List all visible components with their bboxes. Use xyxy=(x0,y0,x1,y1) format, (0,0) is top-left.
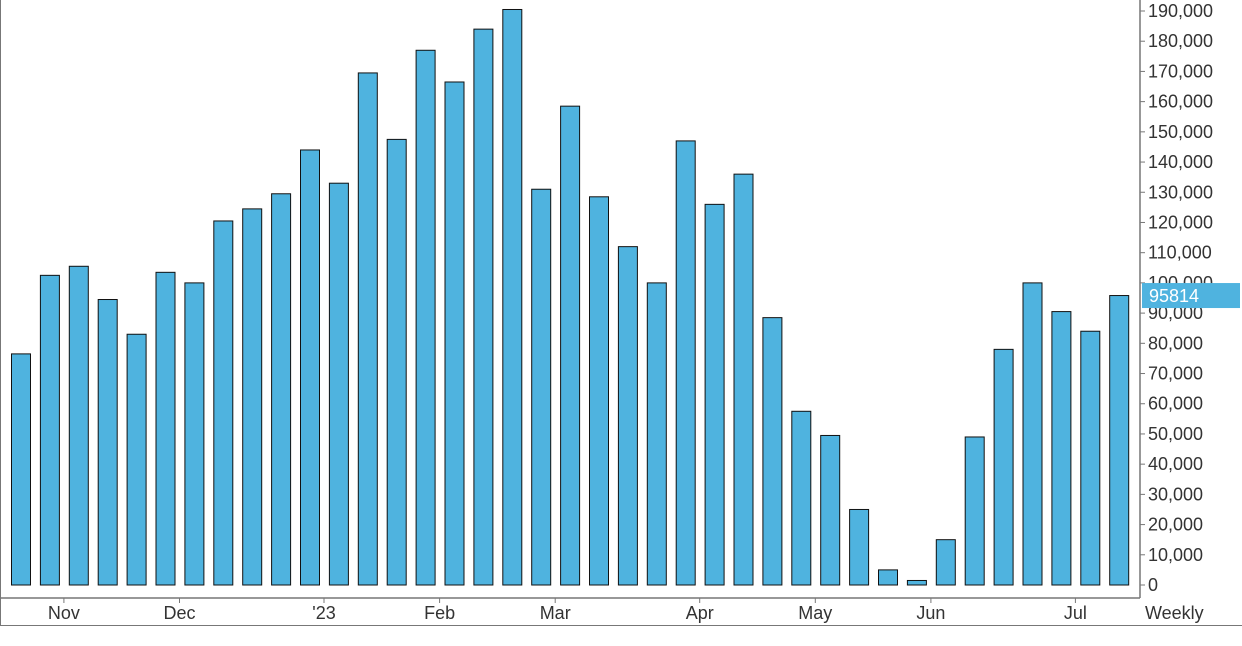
bar xyxy=(328,182,349,586)
last-value-label: 95814 xyxy=(1149,286,1199,306)
bar xyxy=(357,72,378,586)
y-tick-label: 150,000 xyxy=(1148,122,1213,142)
bar xyxy=(531,188,552,586)
y-axis-ticks: 0 10,000 20,000 30,000 40,000 50,000 60,000 70,… xyxy=(1140,1,1213,595)
last-value-tag: 95814 xyxy=(1142,283,1240,309)
bar xyxy=(964,436,985,586)
last-value-tag-bg xyxy=(1142,283,1240,309)
bar xyxy=(617,246,638,586)
x-tick-label: Jul xyxy=(1064,603,1087,623)
y-tick-label: 50,000 xyxy=(1148,424,1203,444)
bar xyxy=(444,81,465,586)
y-tick-label: 10,000 xyxy=(1148,545,1203,565)
y-tick-label: 30,000 xyxy=(1148,484,1203,504)
bar xyxy=(704,203,725,586)
bar xyxy=(97,299,118,586)
x-tick-label: Jun xyxy=(916,603,945,623)
bar xyxy=(935,539,956,586)
bar xyxy=(820,434,841,586)
bar xyxy=(415,49,436,586)
bar xyxy=(993,348,1014,586)
bar xyxy=(11,353,31,586)
bar xyxy=(39,274,60,586)
y-tick-label: 160,000 xyxy=(1148,92,1213,112)
bar xyxy=(300,149,320,586)
y-tick-label: 120,000 xyxy=(1148,212,1213,232)
x-tick-label: '23 xyxy=(312,603,335,623)
bar xyxy=(1022,282,1043,586)
y-tick-label: 90,000 xyxy=(1148,303,1203,323)
period-label: Weekly xyxy=(1145,603,1204,623)
bar xyxy=(68,265,89,586)
x-tick-label: Nov xyxy=(48,603,80,623)
bar xyxy=(589,196,609,586)
bar xyxy=(849,508,870,586)
bar xyxy=(386,138,407,586)
bar xyxy=(906,579,927,586)
bar xyxy=(213,220,234,586)
y-tick-label: 130,000 xyxy=(1148,182,1213,202)
bar xyxy=(1051,311,1072,586)
x-tick-label: May xyxy=(798,603,832,623)
bar xyxy=(675,140,696,586)
x-tick-label: Mar xyxy=(540,603,571,623)
x-tick-label: Apr xyxy=(686,603,714,623)
bar xyxy=(733,173,754,586)
bar xyxy=(502,8,523,586)
y-tick-label: 140,000 xyxy=(1148,152,1213,172)
y-tick-label: 20,000 xyxy=(1148,515,1203,535)
bar xyxy=(1080,330,1101,586)
y-tick-label: 190,000 xyxy=(1148,1,1213,21)
bar xyxy=(762,317,783,586)
y-tick-label: 170,000 xyxy=(1148,61,1213,81)
y-tick-label: 40,000 xyxy=(1148,454,1203,474)
y-tick-label: 180,000 xyxy=(1148,31,1213,51)
y-tick-label: 80,000 xyxy=(1148,333,1203,353)
x-tick-label: Dec xyxy=(163,603,195,623)
y-tick-label: 60,000 xyxy=(1148,394,1203,414)
bar xyxy=(560,105,581,586)
bar xyxy=(155,271,176,586)
bar xyxy=(1109,295,1130,586)
y-tick-label: 110,000 xyxy=(1148,243,1212,263)
y-tick-label: 0 xyxy=(1148,575,1158,595)
bar xyxy=(646,282,667,586)
bar xyxy=(473,28,494,586)
bar xyxy=(791,410,812,586)
bar xyxy=(271,193,292,586)
y-tick-label: 70,000 xyxy=(1148,364,1203,384)
bar xyxy=(242,208,263,586)
bar xyxy=(184,282,205,586)
bar-group xyxy=(11,8,1130,586)
x-tick-label: Feb xyxy=(424,603,455,623)
bar xyxy=(126,333,147,586)
x-axis-ticks: Nov Dec '23 Feb Mar Apr May Jun Jul xyxy=(48,598,1087,623)
bar xyxy=(878,569,898,586)
